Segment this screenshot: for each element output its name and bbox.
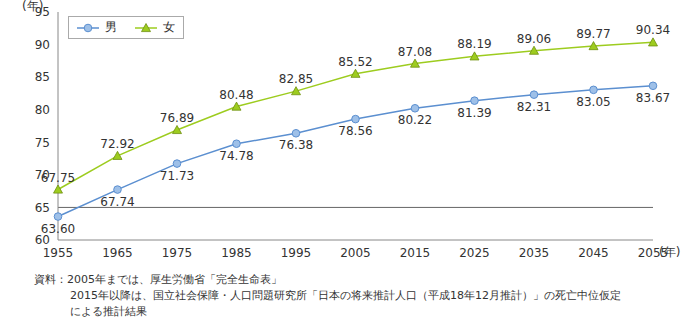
svg-text:80.48: 80.48 bbox=[219, 88, 253, 102]
svg-text:1975: 1975 bbox=[162, 246, 193, 260]
svg-text:63.60: 63.60 bbox=[41, 222, 75, 236]
svg-text:2025: 2025 bbox=[459, 246, 490, 260]
svg-text:85.52: 85.52 bbox=[338, 55, 372, 69]
svg-text:71.73: 71.73 bbox=[160, 169, 194, 183]
svg-text:2045: 2045 bbox=[578, 246, 609, 260]
svg-text:90.34: 90.34 bbox=[636, 23, 670, 37]
svg-text:2035: 2035 bbox=[519, 246, 550, 260]
svg-text:1965: 1965 bbox=[102, 246, 133, 260]
svg-text:78.56: 78.56 bbox=[338, 124, 372, 138]
svg-text:88.19: 88.19 bbox=[457, 37, 491, 51]
svg-text:76.38: 76.38 bbox=[279, 138, 313, 152]
svg-text:72.92: 72.92 bbox=[100, 137, 134, 151]
svg-text:2005: 2005 bbox=[340, 246, 371, 260]
svg-text:89.77: 89.77 bbox=[576, 27, 610, 41]
svg-text:80.22: 80.22 bbox=[398, 113, 432, 127]
svg-text:2015: 2015 bbox=[400, 246, 431, 260]
svg-text:82.31: 82.31 bbox=[517, 100, 551, 114]
svg-text:1955: 1955 bbox=[43, 246, 74, 260]
svg-text:67.75: 67.75 bbox=[41, 171, 75, 185]
svg-text:89.06: 89.06 bbox=[517, 32, 551, 46]
svg-text:90: 90 bbox=[35, 38, 50, 52]
svg-text:81.39: 81.39 bbox=[457, 106, 491, 120]
svg-text:1985: 1985 bbox=[221, 246, 252, 260]
svg-text:65: 65 bbox=[35, 201, 50, 215]
svg-text:83.67: 83.67 bbox=[636, 91, 670, 105]
svg-text:76.89: 76.89 bbox=[160, 111, 194, 125]
svg-text:87.08: 87.08 bbox=[398, 45, 432, 59]
svg-text:83.05: 83.05 bbox=[576, 95, 610, 109]
svg-text:80: 80 bbox=[35, 103, 50, 117]
svg-text:82.85: 82.85 bbox=[279, 72, 313, 86]
svg-text:74.78: 74.78 bbox=[219, 149, 253, 163]
svg-text:1995: 1995 bbox=[281, 246, 312, 260]
svg-text:67.74: 67.74 bbox=[100, 195, 134, 209]
svg-text:85: 85 bbox=[35, 70, 50, 84]
svg-text:75: 75 bbox=[35, 136, 50, 150]
